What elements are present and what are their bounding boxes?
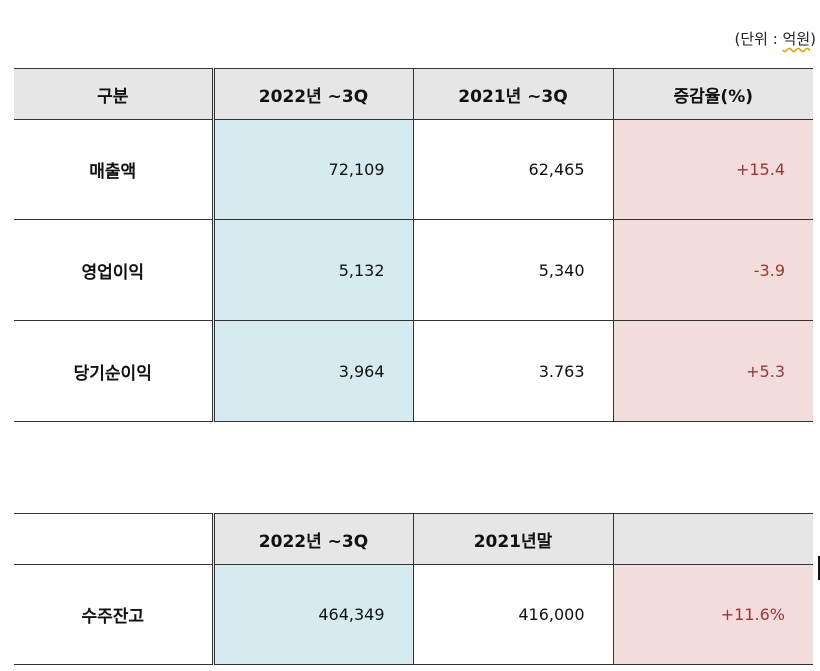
- row-label: 영업이익: [14, 219, 215, 321]
- order-backlog-table: 2022년 ~3Q 2021년말 수주잔고 464,349 416,000 +1…: [14, 513, 813, 665]
- row-label: 수주잔고: [14, 564, 215, 665]
- cell-2021: 416,000: [412, 564, 613, 665]
- table-row: 당기순이익 3,964 3.763 +5.3: [14, 320, 813, 422]
- cell-2022: 464,349: [213, 564, 413, 665]
- header-row: 구분 2022년 ~3Q 2021년 ~3Q 증감율(%): [14, 68, 813, 120]
- unit-note-word: 억원: [782, 30, 811, 48]
- performance-table: 구분 2022년 ~3Q 2021년 ~3Q 증감율(%) 매출액 72,109…: [14, 68, 813, 422]
- unit-note-suffix: ): [810, 30, 816, 48]
- header-change-rate: 증감율(%): [612, 68, 813, 120]
- text-cursor: [818, 556, 820, 580]
- header-empty: [612, 513, 813, 565]
- header-row: 2022년 ~3Q 2021년말: [14, 513, 813, 565]
- header-category: 구분: [14, 68, 215, 120]
- cell-change: +5.3: [612, 320, 813, 422]
- table-row: 수주잔고 464,349 416,000 +11.6%: [14, 564, 813, 665]
- table-row: 매출액 72,109 62,465 +15.4: [14, 119, 813, 220]
- cell-change: -3.9: [612, 219, 813, 321]
- unit-note-prefix: (단위 :: [734, 30, 783, 48]
- table-row: 영업이익 5,132 5,340 -3.9: [14, 219, 813, 321]
- header-2021-3q: 2021년 ~3Q: [412, 68, 613, 120]
- row-label: 당기순이익: [14, 320, 215, 422]
- cell-change: +15.4: [612, 119, 813, 220]
- cell-2022: 3,964: [213, 320, 413, 422]
- header-2022-3q: 2022년 ~3Q: [213, 513, 413, 565]
- header-2022-3q: 2022년 ~3Q: [213, 68, 413, 120]
- header-2021-end: 2021년말: [412, 513, 613, 565]
- cell-2021: 3.763: [412, 320, 613, 422]
- cell-2021: 62,465: [412, 119, 613, 220]
- cell-2022: 5,132: [213, 219, 413, 321]
- cell-2022: 72,109: [213, 119, 413, 220]
- cell-change: +11.6%: [612, 564, 813, 665]
- unit-note: (단위 : 억원): [734, 28, 816, 49]
- header-empty: [14, 513, 215, 565]
- row-label: 매출액: [14, 119, 215, 220]
- cell-2021: 5,340: [412, 219, 613, 321]
